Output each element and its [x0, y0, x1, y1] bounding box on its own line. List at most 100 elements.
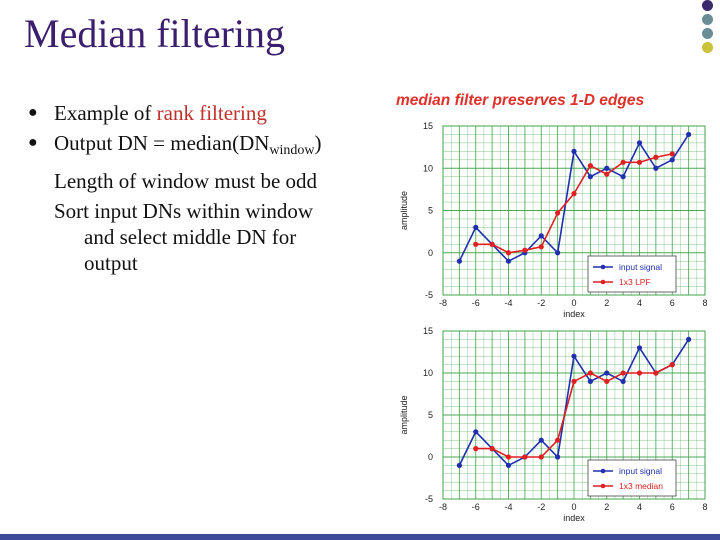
data-point — [489, 241, 495, 247]
data-point — [456, 462, 462, 468]
data-point — [489, 446, 495, 452]
sub-text: Length of window must be odd Sort input … — [28, 168, 378, 276]
x-axis-label: index — [563, 513, 585, 523]
data-point — [505, 462, 512, 468]
data-point — [571, 191, 577, 197]
bullet-list: ● Example of rank filtering ● Output DN … — [28, 100, 378, 276]
x-axis-label: index — [563, 309, 585, 319]
x-tick-label: 6 — [670, 502, 675, 512]
x-tick-label: -6 — [472, 502, 480, 512]
x-tick-label: 0 — [571, 502, 576, 512]
data-point — [571, 353, 577, 359]
data-point — [636, 345, 643, 351]
data-point — [555, 250, 561, 256]
bullet-icon: ● — [28, 104, 38, 121]
data-point — [669, 157, 675, 163]
x-tick-label: 4 — [637, 502, 642, 512]
data-point — [473, 429, 479, 435]
y-axis-label: amplitude — [399, 395, 409, 434]
data-point — [555, 454, 561, 460]
x-tick-label: 2 — [604, 298, 609, 308]
data-point — [636, 159, 643, 165]
data-point — [587, 163, 593, 169]
decorative-dots — [702, 0, 716, 56]
x-tick-label: -8 — [439, 298, 447, 308]
x-tick-label: 6 — [670, 298, 675, 308]
bullet-subscript: window — [269, 143, 315, 158]
x-tick-label: 4 — [637, 298, 642, 308]
data-point — [620, 174, 626, 180]
data-point — [653, 154, 659, 160]
data-point — [587, 378, 593, 384]
data-point — [473, 446, 479, 452]
data-point — [505, 454, 512, 460]
data-point — [669, 362, 675, 368]
data-point — [604, 165, 610, 171]
data-point — [571, 148, 577, 154]
y-axis-label: amplitude — [399, 191, 409, 230]
bullet-icon: ● — [28, 134, 38, 151]
legend-marker — [600, 483, 606, 489]
sub-line: output — [84, 251, 138, 275]
legend-label: 1x3 median — [619, 481, 663, 491]
figure-caption: median filter preserves 1-D edges — [396, 92, 645, 109]
bullet-text: Example of — [54, 101, 157, 125]
y-tick-label: 15 — [423, 326, 433, 336]
dot-icon — [702, 28, 713, 39]
data-point — [636, 370, 643, 376]
data-point — [538, 454, 544, 460]
data-point — [571, 378, 577, 384]
y-tick-label: 15 — [423, 121, 433, 131]
data-point — [686, 131, 692, 138]
sub-line: and select middle DN for — [84, 225, 297, 249]
y-tick-label: -5 — [425, 494, 433, 504]
x-tick-label: 8 — [702, 502, 707, 512]
data-point — [653, 165, 659, 171]
legend-marker — [600, 279, 606, 285]
data-point — [538, 437, 544, 443]
data-point — [587, 370, 593, 376]
data-point — [587, 174, 593, 180]
data-point — [653, 370, 659, 376]
x-tick-label: -4 — [504, 502, 512, 512]
y-tick-label: 10 — [423, 368, 433, 378]
data-point — [473, 224, 479, 230]
bullet-suffix: ) — [314, 131, 322, 155]
y-tick-label: 10 — [423, 163, 433, 173]
bullet-text: Output DN = median(DN — [54, 131, 270, 155]
data-point — [555, 437, 561, 443]
data-point — [538, 233, 544, 239]
x-tick-label: -6 — [472, 298, 480, 308]
data-point — [620, 159, 626, 165]
dot-icon — [702, 14, 713, 25]
x-tick-label: -2 — [537, 298, 545, 308]
data-point — [686, 336, 692, 342]
legend-label: input signal — [619, 262, 662, 272]
data-point — [620, 370, 626, 376]
data-point — [604, 378, 610, 384]
x-tick-label: -2 — [537, 502, 545, 512]
data-point — [456, 258, 462, 264]
data-point — [669, 151, 675, 157]
dot-icon — [702, 0, 713, 11]
x-tick-label: -4 — [504, 298, 512, 308]
data-point — [636, 140, 643, 146]
data-point — [473, 241, 479, 247]
data-point — [505, 250, 512, 256]
data-point — [620, 378, 626, 384]
footer-bar — [0, 534, 720, 540]
legend-marker — [600, 468, 606, 474]
sub-line: Length of window must be odd — [54, 169, 318, 193]
data-point — [505, 258, 512, 264]
y-tick-label: 0 — [428, 248, 433, 258]
legend-box — [587, 255, 677, 293]
y-tick-label: 0 — [428, 452, 433, 462]
x-tick-label: -8 — [439, 502, 447, 512]
bullet-highlight: rank filtering — [156, 101, 267, 125]
dot-icon — [702, 42, 713, 53]
legend-marker — [600, 264, 606, 270]
x-tick-label: 2 — [604, 502, 609, 512]
y-tick-label: 5 — [428, 410, 433, 420]
plot-frame — [442, 125, 706, 296]
